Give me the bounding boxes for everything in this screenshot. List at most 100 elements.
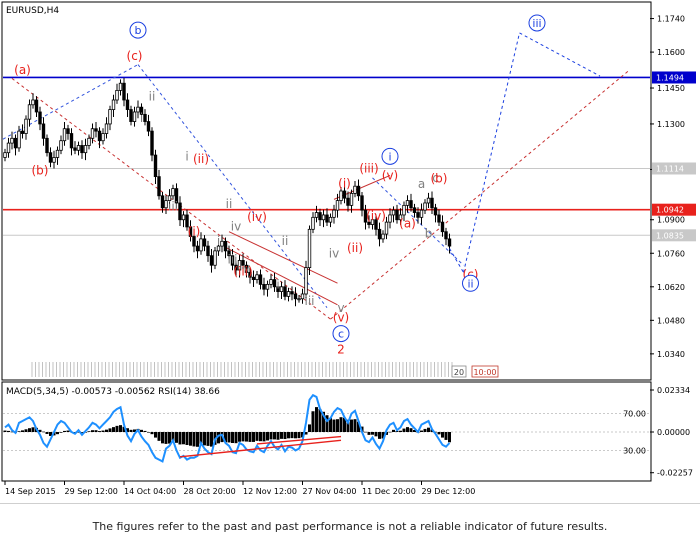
price-bar: [237, 255, 242, 278]
price-bar-body: [251, 276, 256, 281]
price-bar-body: [423, 202, 427, 211]
price-bar-body: [202, 238, 207, 247]
indicator-right-label: -0.02257: [657, 469, 693, 478]
price-panel-frame: [1, 1, 652, 381]
price-bar: [279, 281, 284, 300]
price-bar-body: [122, 82, 126, 101]
price-bar-body: [248, 272, 252, 278]
wave-label: (a): [399, 216, 416, 230]
price-bar: [160, 191, 165, 213]
price-bar: [73, 141, 77, 155]
macd-histogram-bar: [304, 432, 308, 435]
macd-histogram-bar: [364, 431, 367, 433]
wave-label: i: [140, 111, 143, 125]
timeline-marker-b-box: [471, 365, 499, 378]
price-bar: [391, 206, 396, 223]
price-bar: [157, 169, 161, 200]
wave-label: ii: [282, 234, 289, 248]
macd-histogram-bar: [143, 430, 147, 432]
price-bar: [353, 180, 357, 198]
price-bar: [178, 196, 182, 226]
price-bar-body: [185, 214, 189, 228]
price-bar-body: [381, 233, 385, 240]
price-tag-label: 1.0942: [656, 206, 684, 215]
price-bar: [241, 253, 245, 270]
macd-histogram-bar: [357, 421, 360, 432]
indicator-layer: [3, 393, 650, 463]
wave-label: ii: [149, 89, 156, 103]
wave-label: b: [135, 24, 142, 37]
macd-histogram-bar: [409, 428, 413, 432]
macd-histogram-bar: [112, 427, 115, 432]
price-bar-body: [279, 286, 284, 292]
macd-histogram-bar: [371, 432, 374, 435]
price-bar-body: [101, 133, 105, 142]
price-bar: [188, 220, 193, 242]
macd-histogram-bar: [350, 419, 353, 432]
macd-histogram-bar: [38, 429, 42, 432]
price-bar-body: [136, 106, 140, 113]
macd-histogram-bar: [437, 432, 441, 435]
price-bar-body: [346, 197, 350, 206]
price-bar-body: [325, 214, 329, 223]
macd-histogram-bar: [367, 432, 371, 435]
price-bar-body: [342, 190, 347, 199]
price-bar: [118, 79, 123, 96]
wave-label: v: [337, 301, 344, 315]
price-bar: [111, 94, 116, 117]
price-bar: [416, 207, 420, 224]
macd-histogram-bar: [31, 427, 35, 432]
macd-histogram-bar: [413, 430, 416, 432]
price-bar: [283, 280, 287, 301]
macd-histogram-bar: [94, 430, 98, 432]
price-bar: [433, 203, 438, 223]
price-bar-body: [304, 267, 308, 295]
price-bar-body: [300, 293, 305, 300]
macd-histogram-bar: [10, 431, 14, 433]
price-bar: [202, 235, 207, 252]
wave-label: (v): [333, 311, 349, 325]
price-bar-body: [132, 111, 137, 122]
price-bar: [171, 184, 175, 200]
macd-histogram-bar: [77, 432, 80, 433]
price-bar-body: [290, 291, 294, 295]
price-bar: [13, 134, 18, 156]
price-bar-body: [20, 130, 25, 134]
wave-label: 2: [337, 342, 345, 356]
wave-label: (iii): [359, 161, 378, 175]
price-bar: [69, 128, 74, 156]
price-tag-box: [652, 162, 696, 175]
price-bar: [346, 191, 350, 212]
price-bar-body: [104, 123, 109, 134]
macd-histogram-bar: [346, 419, 350, 432]
rsi-line: [4, 393, 451, 463]
price-bar-body: [146, 121, 151, 132]
wave-label: (ii): [347, 241, 363, 255]
macd-histogram-bar: [273, 432, 276, 440]
price-bar-body: [307, 228, 312, 269]
macd-histogram-bar: [406, 427, 409, 432]
price-bar: [48, 147, 53, 168]
price-bar: [216, 240, 221, 256]
price-bar: [38, 106, 42, 131]
price-bar-body: [360, 195, 364, 211]
price-bar-body: [55, 149, 60, 158]
price-bar: [384, 216, 389, 240]
price-bar-body: [293, 293, 298, 300]
price-bar-body: [17, 130, 21, 149]
wave-label: (ii): [193, 152, 209, 166]
macd-histogram-bar: [234, 432, 238, 444]
price-bar-body: [83, 145, 88, 154]
macd-histogram-bar: [196, 432, 199, 447]
time-tick-label: 14 Oct 04:00: [124, 487, 176, 496]
macd-histogram-bar: [318, 408, 322, 432]
price-tick-label: 1.0620: [657, 283, 685, 292]
price-bar-body: [321, 214, 326, 221]
price-bar-body: [188, 226, 193, 237]
price-bar-body: [87, 137, 91, 146]
price-bar: [356, 179, 361, 201]
wave-label-circle: [528, 14, 546, 32]
price-bar: [293, 287, 298, 307]
price-bar-body: [41, 123, 46, 139]
price-bar: [66, 124, 70, 140]
